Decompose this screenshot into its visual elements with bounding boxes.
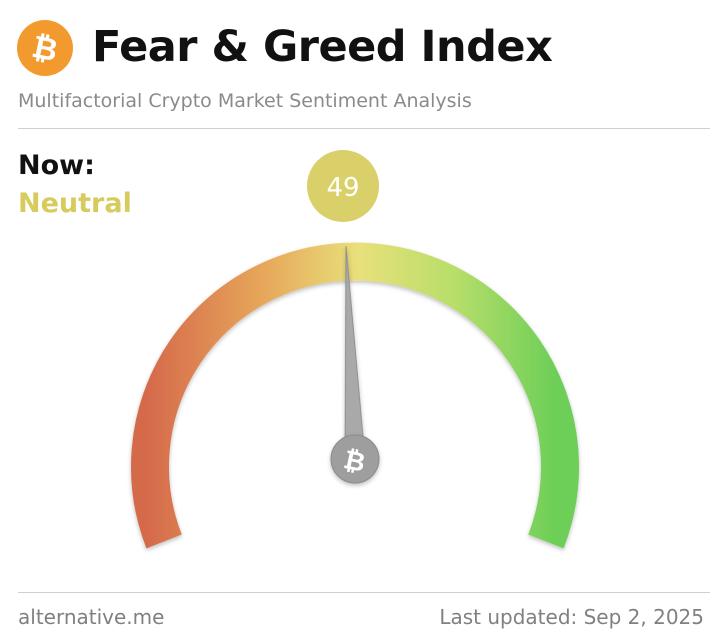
- source-link[interactable]: alternative.me: [18, 605, 165, 629]
- divider-top: [18, 128, 710, 129]
- sentiment-classification: Neutral: [18, 188, 132, 219]
- gauge-hub-bitcoin-icon: ₿: [330, 434, 380, 484]
- page-title: Fear & Greed Index: [92, 22, 553, 72]
- gauge-arc: [131, 242, 579, 549]
- bitcoin-logo-icon: ₿: [17, 20, 73, 76]
- last-updated: Last updated: Sep 2, 2025: [439, 605, 704, 629]
- now-label: Now:: [18, 150, 95, 181]
- divider-bottom: [18, 592, 710, 593]
- page-subtitle: Multifactorial Crypto Market Sentiment A…: [18, 90, 472, 112]
- index-value: 49: [326, 173, 359, 203]
- index-value-badge: 49: [307, 150, 379, 222]
